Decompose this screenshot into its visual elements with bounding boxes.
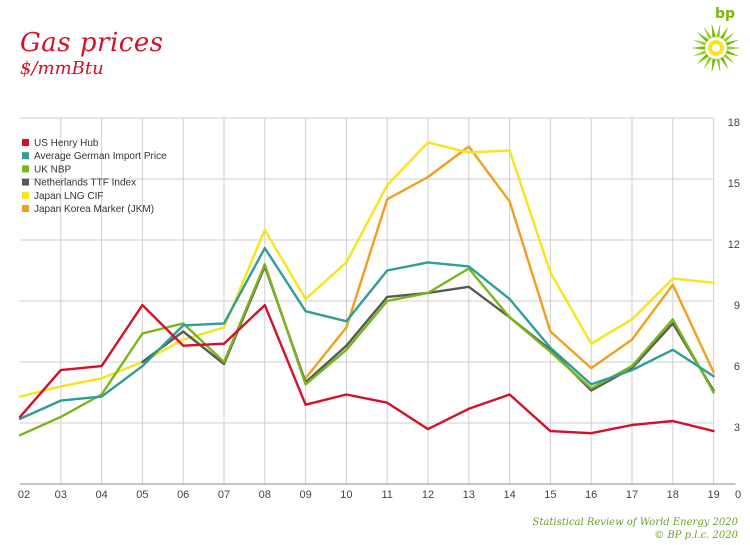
y-tick-label: 6 — [734, 361, 740, 373]
page-title: Gas prices — [20, 28, 164, 58]
x-tick-label: 12 — [422, 489, 434, 501]
x-tick-label: 08 — [259, 489, 271, 501]
page-subtitle: $/mmBtu — [20, 58, 104, 79]
legend-label: US Henry Hub — [34, 138, 99, 149]
x-tick-label: 14 — [503, 489, 515, 501]
series-line-us_henry_hub — [18, 303, 715, 435]
footer-source: Statistical Review of World Energy 2020 — [532, 517, 738, 528]
x-tick-label: 17 — [626, 489, 638, 501]
y-tick-label: 9 — [734, 300, 740, 312]
chart-grid — [20, 117, 736, 485]
logo-ray — [716, 23, 721, 38]
bp-helios-logo-icon — [691, 23, 741, 73]
x-tick-label-end: 0 — [735, 489, 741, 501]
x-axis-ticks: 02 03 04 05 06 07 08 09 10 11 12 13 14 15 16 17 18 19 0 — [18, 489, 741, 501]
y-axis-ticks: 3 6 9 12 15 18 — [728, 117, 740, 434]
series-line-uk_nbp — [18, 263, 715, 437]
legend-swatch — [22, 165, 29, 173]
legend-swatch — [22, 178, 29, 186]
legend-label: Japan LNG CIF — [34, 191, 103, 202]
legend-label: UK NBP — [34, 164, 72, 175]
x-tick-label: 05 — [136, 489, 148, 501]
logo-ray — [725, 50, 740, 57]
logo-ray — [703, 26, 713, 40]
legend-swatch — [22, 152, 29, 160]
legend-swatch — [22, 139, 29, 146]
logo-ray — [692, 39, 707, 46]
legend-swatch — [22, 205, 29, 212]
legend-label: Japan Korea Marker (JKM) — [34, 204, 154, 215]
chart-series — [18, 141, 715, 437]
logo-ray — [691, 46, 706, 50]
x-tick-label: 13 — [463, 489, 475, 501]
x-tick-label: 10 — [340, 489, 352, 501]
logo-ray — [719, 56, 729, 70]
logo-ray — [725, 39, 740, 46]
logo-ray — [696, 53, 709, 65]
y-tick-label: 15 — [728, 178, 740, 190]
x-tick-label: 16 — [585, 489, 597, 501]
logo-ray — [719, 26, 729, 40]
x-tick-label: 07 — [218, 489, 230, 501]
logo-ray — [716, 58, 721, 73]
legend-label: Netherlands TTF Index — [34, 178, 136, 189]
logo-ray — [696, 31, 709, 43]
y-tick-label: 18 — [728, 117, 740, 129]
x-tick-label: 06 — [177, 489, 189, 501]
logo-ray — [711, 58, 716, 73]
logo-ray — [723, 53, 736, 65]
brand-wordmark: bp — [715, 6, 736, 22]
series-line-japan_lng — [18, 141, 715, 398]
y-tick-label: 12 — [728, 239, 740, 251]
logo-ray — [692, 50, 707, 57]
x-tick-label: 02 — [18, 489, 30, 501]
x-tick-label: 09 — [299, 489, 311, 501]
x-tick-label: 15 — [544, 489, 556, 501]
x-tick-label: 18 — [667, 489, 679, 501]
y-tick-label: 3 — [734, 422, 740, 434]
x-tick-label: 03 — [55, 489, 67, 501]
legend-swatch — [22, 191, 29, 199]
gas-prices-chart: 3 6 9 12 15 18 02 03 04 05 06 07 08 09 10 11 12 13 14 15 16… — [18, 117, 741, 501]
logo-ray — [711, 23, 716, 38]
logo-ray — [726, 46, 741, 50]
series-line-jkm — [304, 145, 715, 380]
legend-label: Average German Import Price — [34, 151, 167, 162]
chart-legend: US Henry Hub Average German Import Price U… — [22, 138, 167, 215]
x-tick-label: 19 — [707, 489, 719, 501]
series-line-german_import — [18, 246, 715, 421]
x-tick-label: 11 — [381, 489, 392, 501]
logo-ray — [723, 31, 736, 43]
footer-copyright: © BP p.l.c. 2020 — [654, 530, 738, 541]
x-tick-label: 04 — [95, 489, 107, 501]
logo-ray — [703, 56, 713, 70]
